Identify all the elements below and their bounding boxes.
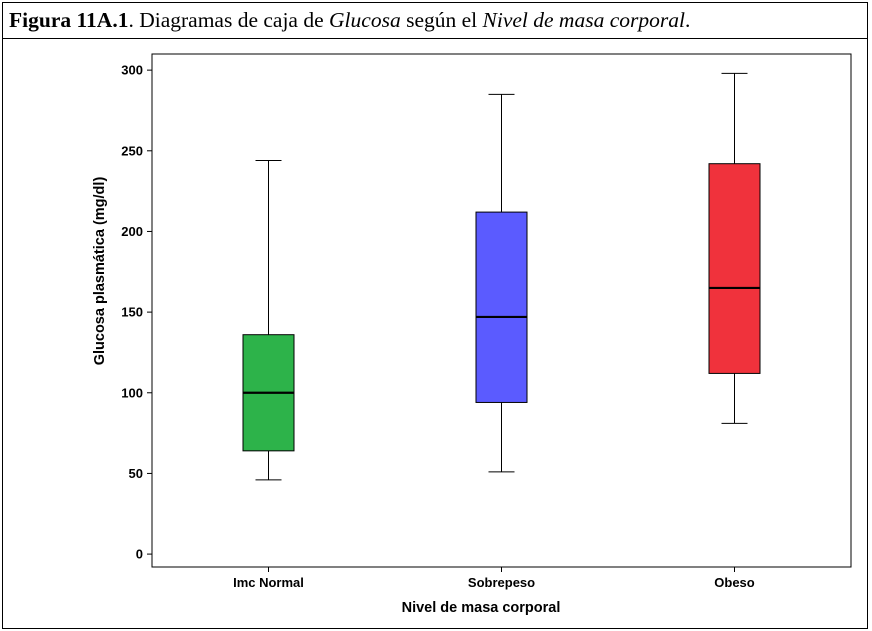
x-tick-label: Obeso: [714, 575, 755, 590]
boxes-layer: [242, 72, 761, 481]
x-tick-label: Imc Normal: [233, 575, 304, 590]
y-tick-label: 300: [121, 63, 143, 78]
caption-text-1: . Diagramas de caja de: [128, 8, 330, 32]
figure-label: Figura 11A.1: [9, 8, 129, 32]
y-tick-label: 150: [121, 305, 143, 320]
y-tick-label: 0: [136, 547, 143, 562]
y-axis-title: Glucosa plasmática (mg/dl): [92, 177, 108, 366]
box: [475, 211, 528, 403]
y-tick-label: 100: [121, 385, 143, 400]
caption-variable-2: Nivel de masa corporal: [482, 8, 685, 32]
x-axis: Imc Normal Sobrepeso Obeso: [233, 567, 755, 590]
figure-caption: Figura 11A.1. Diagramas de caja de Gluco…: [3, 3, 867, 39]
caption-text-2: según el: [400, 8, 483, 32]
caption-text-3: .: [684, 8, 691, 32]
x-tick-label: Sobrepeso: [468, 575, 535, 590]
x-axis-title: Nivel de masa corporal: [402, 600, 561, 616]
y-axis: 0 50 100 150 200 250 300: [121, 63, 152, 562]
y-tick-label: 50: [129, 466, 143, 481]
box: [708, 163, 761, 374]
y-tick-label: 200: [121, 224, 143, 239]
y-tick-label: 250: [121, 143, 143, 158]
caption-variable-1: Glucosa: [329, 8, 401, 32]
